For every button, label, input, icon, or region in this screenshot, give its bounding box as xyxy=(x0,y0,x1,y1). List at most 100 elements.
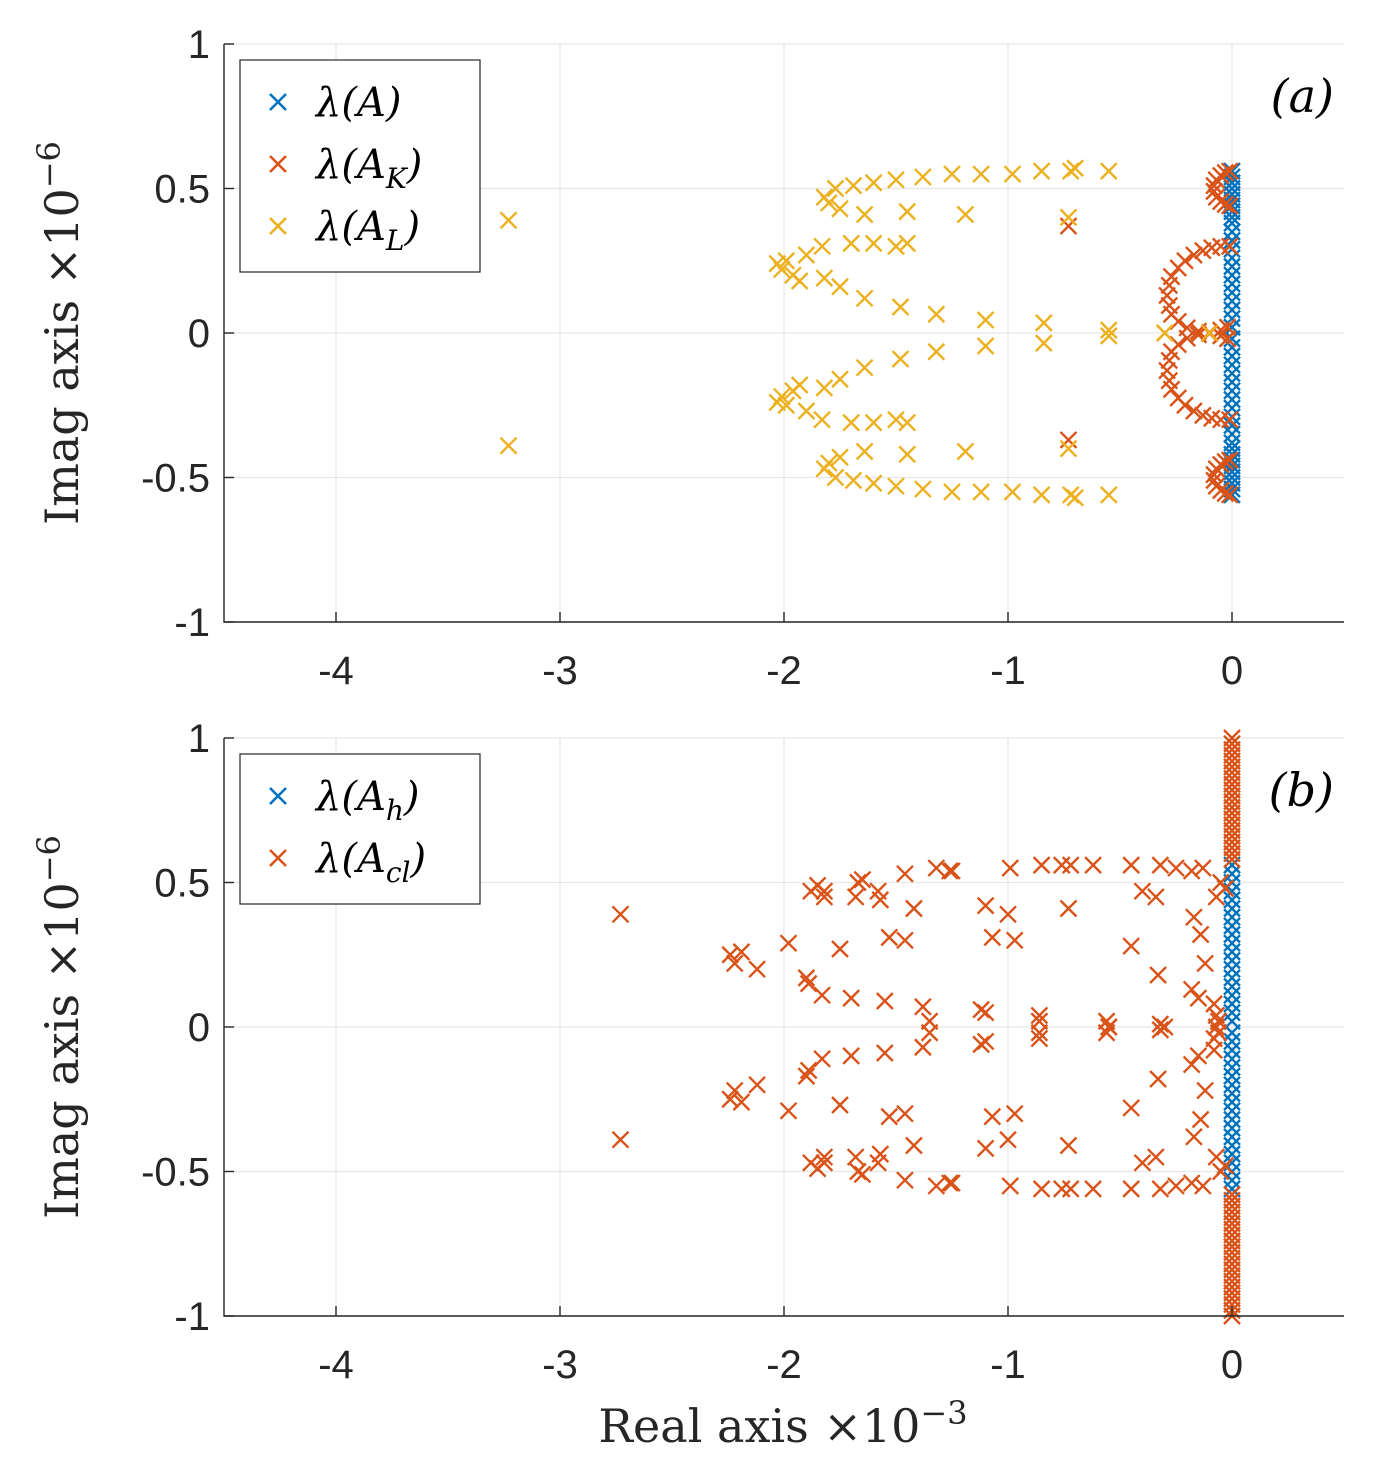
data-point xyxy=(896,1171,914,1190)
data-point xyxy=(1099,162,1118,181)
data-point xyxy=(1032,162,1051,181)
data-point xyxy=(1223,329,1241,348)
chart-panel-a: -4 -3 -2 -1 0 1 0.5 0 -0.5 -1 Imag axis ×10−6 (a) λ(… xyxy=(30,23,1344,693)
data-point xyxy=(721,945,740,964)
data-point xyxy=(1223,934,1241,953)
data-point xyxy=(1182,1055,1201,1074)
data-point xyxy=(1223,1032,1241,1051)
data-point xyxy=(842,413,861,432)
data-point xyxy=(815,379,834,397)
data-point xyxy=(983,1107,1002,1126)
data-point xyxy=(898,202,917,221)
data-point xyxy=(1223,1101,1241,1120)
data-point xyxy=(1218,329,1237,348)
data-point xyxy=(1084,1179,1102,1198)
data-point xyxy=(1189,1047,1208,1065)
data-point xyxy=(891,350,910,368)
data-point xyxy=(1223,1093,1241,1111)
data-point xyxy=(871,890,890,909)
data-point xyxy=(1169,335,1188,354)
data-point xyxy=(943,483,961,501)
data-point xyxy=(976,1032,995,1051)
data-point xyxy=(1223,1145,1241,1164)
data-point xyxy=(1223,986,1241,1005)
data-point xyxy=(864,413,883,432)
data-point xyxy=(1223,844,1241,863)
legend-marker xyxy=(269,787,287,805)
data-point xyxy=(1122,937,1141,955)
series-1-markers xyxy=(1059,162,1239,504)
data-point xyxy=(1099,1018,1118,1036)
data-point xyxy=(1220,485,1239,504)
data-point xyxy=(813,986,831,1005)
y-axis-label: Imag axis ×10−6 xyxy=(30,835,89,1219)
legend-label: λ(Acl) xyxy=(314,836,426,889)
data-point xyxy=(1223,1067,1241,1085)
data-point xyxy=(927,342,946,361)
data-point xyxy=(914,997,932,1016)
data-point xyxy=(1223,951,1241,970)
data-point xyxy=(896,931,914,950)
data-point xyxy=(1151,856,1170,875)
data-point xyxy=(1146,1148,1165,1166)
data-point xyxy=(815,882,834,901)
data-point xyxy=(855,442,874,461)
data-point xyxy=(1122,1179,1141,1198)
data-point xyxy=(898,413,917,432)
data-point xyxy=(1223,425,1241,443)
data-point xyxy=(499,211,518,230)
legend-box xyxy=(239,753,481,905)
data-point xyxy=(914,480,932,498)
data-point xyxy=(1194,406,1212,425)
x-tick-label: -2 xyxy=(766,649,802,693)
data-point xyxy=(1223,485,1241,504)
data-point xyxy=(1216,879,1235,898)
x-tick-label: -4 xyxy=(318,1343,354,1387)
data-point xyxy=(1223,231,1241,250)
data-point xyxy=(1223,943,1241,961)
x-tick-label: -1 xyxy=(990,649,1026,693)
data-point xyxy=(976,1003,995,1022)
data-point xyxy=(887,170,905,189)
data-point xyxy=(1133,882,1152,901)
data-point xyxy=(1209,1023,1228,1042)
data-point xyxy=(999,1130,1017,1149)
data-point xyxy=(826,468,845,487)
chart-panel-b: -4 -3 -2 -1 0 1 0.5 0 -0.5 -1 Imag axis ×10−6 Real … xyxy=(30,717,1344,1453)
data-point xyxy=(846,1148,865,1166)
data-point xyxy=(896,864,914,883)
data-point xyxy=(1223,266,1241,285)
data-point xyxy=(1097,1023,1116,1042)
data-point xyxy=(983,928,1002,947)
data-point xyxy=(880,1107,899,1126)
y-tick-label: -0.5 xyxy=(141,457,210,501)
data-point xyxy=(1205,465,1223,484)
data-point xyxy=(1189,989,1208,1007)
data-point xyxy=(1223,1185,1241,1204)
data-point xyxy=(813,410,831,429)
data-point xyxy=(725,1081,744,1100)
data-point xyxy=(1185,908,1203,927)
x-tick-label: -1 xyxy=(990,1343,1026,1387)
data-point xyxy=(1182,980,1201,999)
data-point xyxy=(891,298,910,316)
data-point xyxy=(1194,859,1212,877)
data-point xyxy=(1223,969,1241,987)
y-tick-label: -0.5 xyxy=(141,1151,210,1195)
data-point xyxy=(499,436,518,455)
series-2-markers xyxy=(499,159,1219,507)
data-point xyxy=(1182,862,1201,880)
data-point xyxy=(956,205,975,224)
data-point xyxy=(1220,196,1239,215)
y-axis-label: Imag axis ×10−6 xyxy=(30,141,89,525)
data-point xyxy=(1185,402,1203,420)
data-point xyxy=(831,940,849,958)
data-point xyxy=(920,1023,939,1042)
data-point xyxy=(940,862,959,880)
data-point xyxy=(855,205,874,224)
data-point xyxy=(748,1075,766,1094)
x-tick-label: -2 xyxy=(766,1343,802,1387)
data-point xyxy=(1205,995,1223,1013)
data-point xyxy=(898,234,917,253)
data-point xyxy=(1207,170,1226,189)
